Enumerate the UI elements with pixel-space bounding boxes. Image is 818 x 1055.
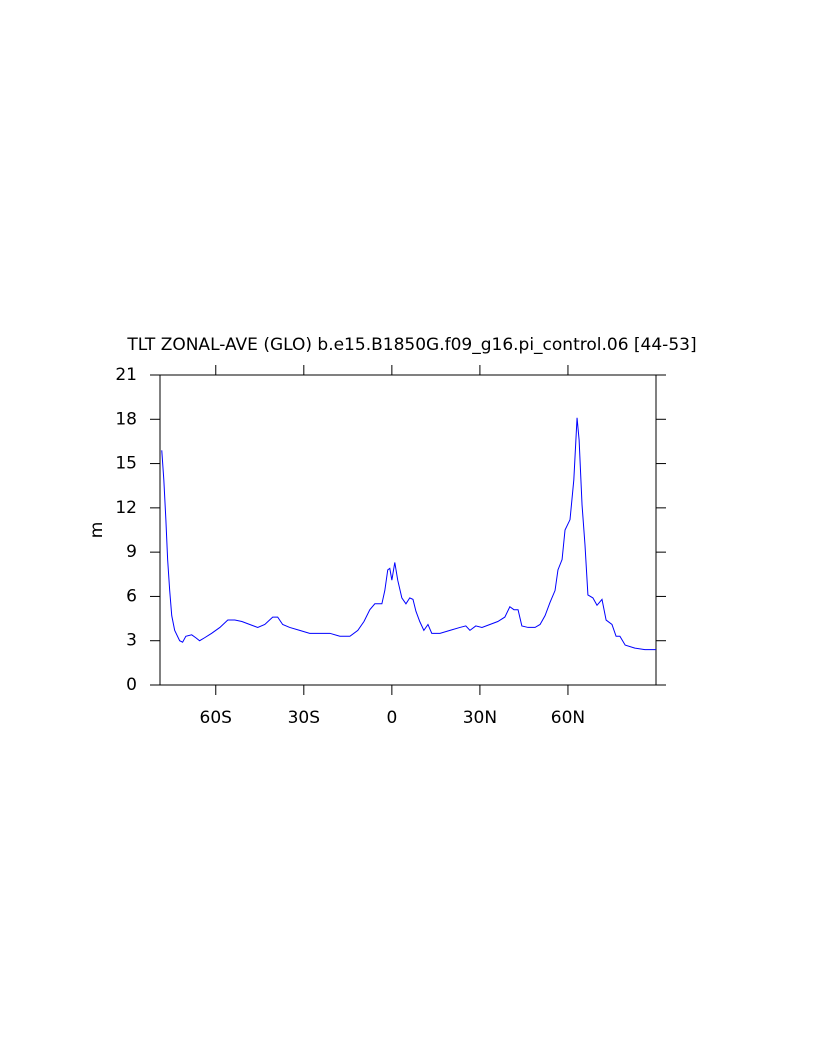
y-tick-label: 21	[115, 365, 137, 385]
plot-frame	[159, 374, 657, 686]
y-tick-label: 6	[126, 586, 137, 606]
y-tick-label: 15	[115, 454, 137, 474]
y-tick-label: 0	[126, 675, 137, 695]
x-tick-label: 30S	[288, 708, 320, 728]
chart-title: TLT ZONAL-AVE (GLO) b.e15.B1850G.f09_g16…	[126, 335, 696, 355]
x-tick-label: 60S	[200, 708, 232, 728]
y-tick-label: 12	[115, 498, 137, 518]
y-tick-label: 3	[126, 631, 137, 651]
x-tick-label: 30N	[463, 708, 497, 728]
y-tick-label: 9	[126, 542, 137, 562]
y-tick-label: 18	[115, 409, 137, 429]
x-tick-label: 60N	[551, 708, 585, 728]
y-axis-label: m	[87, 522, 107, 539]
x-tick-label: 0	[386, 708, 397, 728]
data-line	[161, 417, 656, 651]
